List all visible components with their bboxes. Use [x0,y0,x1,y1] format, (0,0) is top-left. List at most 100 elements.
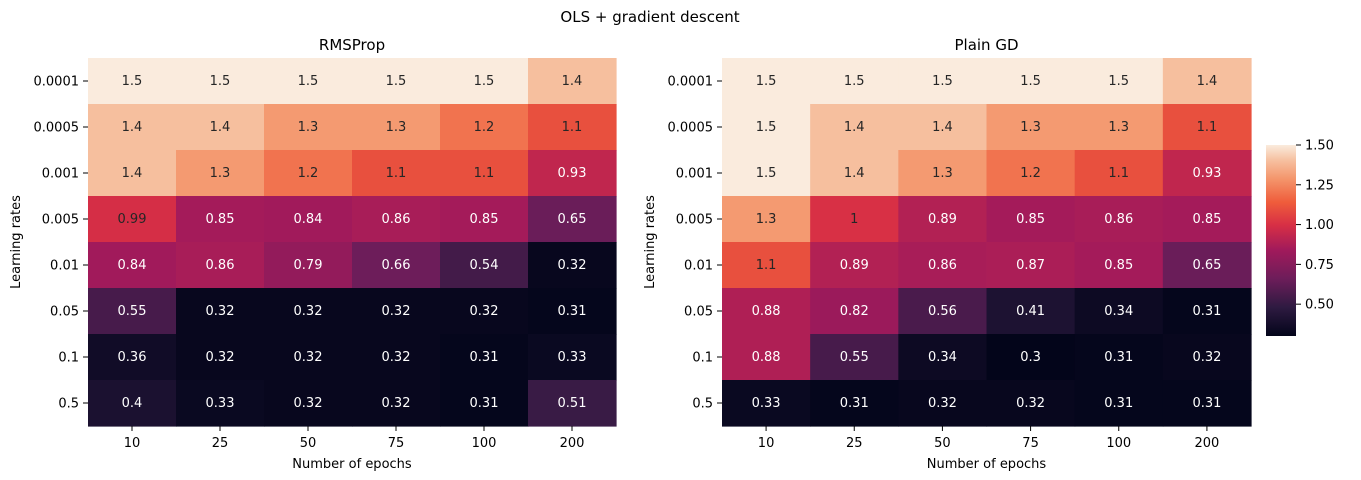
heatmap-cell [1074,380,1164,427]
cell-value-label: 1.5 [844,74,865,89]
cell-value-label: 0.85 [1016,212,1045,227]
cell-value-label: 1.3 [298,120,319,135]
heatmap-cell [176,150,265,197]
cell-value-label: 0.88 [752,304,781,319]
cell-value-label: 0.31 [1104,350,1133,365]
heatmap-cell [176,242,265,289]
cell-value-label: 0.32 [294,304,323,319]
cell-value-label: 0.31 [558,304,587,319]
heatmap-cell [722,58,811,105]
y-tick-label: 0.001 [676,167,713,182]
cell-value-label: 0.32 [206,350,235,365]
cell-value-label: 0.85 [206,212,235,227]
heatmap-cell [352,196,441,243]
cell-value-label: 0.89 [840,258,869,273]
cell-value-label: 1.5 [474,74,495,89]
heatmap-cell [528,334,617,381]
heatmap-cell [898,242,988,289]
heatmap-cell [440,196,529,243]
heatmap-cell [528,288,617,335]
heatmap-cell [810,380,899,427]
heatmap-cell [264,288,353,335]
heatmap-cell [722,380,811,427]
x-tick-label: 10 [124,436,141,451]
heatmap-cell [1162,196,1252,243]
y-tick-label: 0.01 [50,259,79,274]
cell-value-label: 0.32 [1016,396,1045,411]
colorbar-tick-label: 0.50 [1305,298,1334,313]
cell-value-label: 0.32 [294,350,323,365]
heatmap-cell [898,196,988,243]
y-tick-label: 0.0005 [668,121,714,136]
heatmap-cell [1074,104,1164,151]
cell-value-label: 0.79 [294,258,323,273]
heatmap-cell [1162,334,1252,381]
cell-value-label: 0.31 [470,350,499,365]
heatmap-cell [176,104,265,151]
cell-value-label: 1.4 [122,120,143,135]
cell-value-label: 0.82 [840,304,869,319]
cell-value-label: 1.4 [122,166,143,181]
cell-value-label: 1.2 [298,166,319,181]
cell-value-label: 0.55 [840,350,869,365]
heatmap-cell [1162,242,1252,289]
cell-value-label: 0.84 [118,258,147,273]
heatmap-cell [1074,288,1164,335]
colorbar-tick-label: 1.25 [1305,178,1334,193]
heatmap-cell [352,288,441,335]
heatmap-cell [528,104,617,151]
cell-value-label: 1.1 [1197,120,1218,135]
cell-value-label: 1.3 [210,166,231,181]
cell-value-label: 1.5 [210,74,231,89]
cell-value-label: 1.1 [1108,166,1129,181]
cell-value-label: 1.1 [386,166,407,181]
heatmap-cell [986,334,1076,381]
cell-value-label: 1.3 [932,166,953,181]
cell-value-label: 1.5 [1108,74,1129,89]
cell-value-label: 1.5 [122,74,143,89]
cell-value-label: 0.86 [928,258,957,273]
colorbar: 0.50 0.75 1.00 1.25 1.50 [1266,139,1334,336]
heatmap-cell [528,380,617,427]
cell-value-label: 1.5 [298,74,319,89]
cell-value-label: 0.32 [558,258,587,273]
heatmap-cell [528,58,617,105]
cell-value-label: 1.1 [562,120,583,135]
cell-value-label: 0.86 [1104,212,1133,227]
x-tick-label: 50 [300,436,317,451]
cell-value-label: 0.87 [1016,258,1045,273]
heatmap-cell [722,150,811,197]
y-tick-label: 0.05 [684,305,713,320]
heatmap-cell [810,58,899,105]
heatmap-cell [264,242,353,289]
cell-value-label: 0.86 [206,258,235,273]
heatmap-cell [810,242,899,289]
cell-value-label: 1.1 [474,166,495,181]
cell-value-label: 0.32 [382,350,411,365]
cell-value-label: 0.32 [294,396,323,411]
cell-value-label: 0.56 [928,304,957,319]
heatmap-cell [986,288,1076,335]
heatmap-cell [898,380,988,427]
heatmap-cell [722,242,811,289]
cell-value-label: 0.33 [206,396,235,411]
cell-value-label: 0.86 [382,212,411,227]
cell-value-label: 0.88 [752,350,781,365]
heatmap-cell [176,58,265,105]
heatmap-cell [898,58,988,105]
heatmap-cell [264,104,353,151]
y-tick-label: 0.005 [676,213,713,228]
panel-title: RMSProp [319,36,385,54]
cell-value-label: 0.36 [118,350,147,365]
heatmap-cell [440,150,529,197]
x-tick-label: 200 [560,436,585,451]
cell-value-label: 0.33 [558,350,587,365]
y-tick-label: 0.5 [58,397,79,412]
cell-value-label: 0.33 [752,396,781,411]
heatmap-cell [1074,150,1164,197]
heatmap-cell [352,380,441,427]
heatmap-cell [440,104,529,151]
x-axis-label: Number of epochs [292,457,412,472]
cell-value-label: 0.32 [206,304,235,319]
cell-value-label: 0.84 [294,212,323,227]
